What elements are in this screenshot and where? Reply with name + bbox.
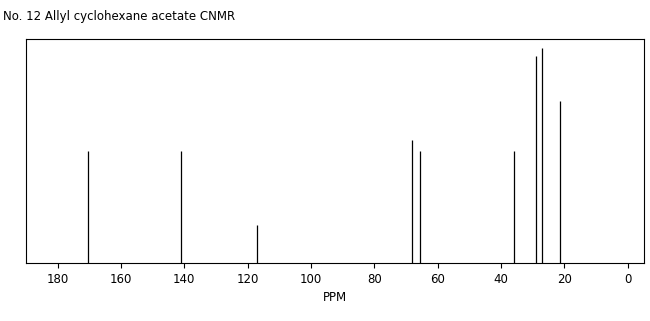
X-axis label: PPM: PPM — [322, 291, 347, 305]
Text: No. 12 Allyl cyclohexane acetate CNMR: No. 12 Allyl cyclohexane acetate CNMR — [3, 10, 235, 22]
